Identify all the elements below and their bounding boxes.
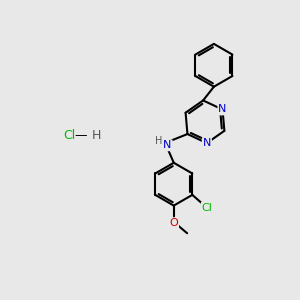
Text: N: N bbox=[218, 104, 227, 115]
Text: N: N bbox=[164, 140, 172, 150]
Text: O: O bbox=[169, 218, 178, 228]
Text: H: H bbox=[92, 129, 101, 142]
Text: —: — bbox=[75, 129, 87, 142]
Text: Cl: Cl bbox=[202, 203, 213, 213]
Text: N: N bbox=[203, 138, 211, 148]
Text: H: H bbox=[155, 136, 162, 146]
Text: Cl: Cl bbox=[63, 129, 76, 142]
